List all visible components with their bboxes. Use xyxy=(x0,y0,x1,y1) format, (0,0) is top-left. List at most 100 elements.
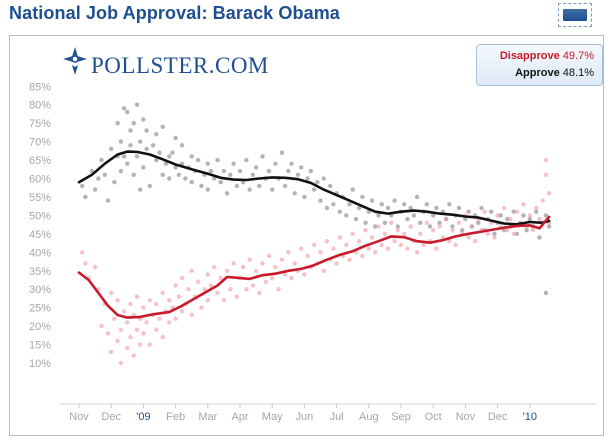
disapprove-poll-point xyxy=(118,327,124,332)
disapprove-poll-point xyxy=(80,250,85,255)
approve-poll-point xyxy=(328,183,333,189)
approve-poll-point xyxy=(141,165,146,170)
x-tick-label: Nov xyxy=(69,411,89,423)
approve-poll-point xyxy=(405,216,410,222)
approve-poll-point xyxy=(534,209,539,214)
disapprove-poll-point xyxy=(302,272,307,277)
approve-poll-point xyxy=(118,139,124,144)
approve-poll-point xyxy=(224,191,230,196)
disapprove-poll-point xyxy=(511,231,516,236)
y-tick-label: 45% xyxy=(29,229,51,241)
disapprove-poll-point xyxy=(289,275,294,281)
disapprove-poll-point xyxy=(176,294,181,299)
disapprove-poll-point xyxy=(437,224,442,229)
approve-poll-point xyxy=(546,224,552,229)
approve-poll-point xyxy=(363,220,368,225)
approve-poll-point xyxy=(118,168,124,174)
disapprove-poll-point xyxy=(199,305,204,310)
approve-poll-point xyxy=(189,154,194,159)
approve-poll-point xyxy=(318,198,323,203)
disapprove-poll-point xyxy=(379,242,384,248)
approve-poll-point xyxy=(170,150,175,155)
approve-poll-point xyxy=(527,216,532,222)
disapprove-poll-point xyxy=(324,239,330,244)
legend: Disapprove 49.7% Approve 48.1% xyxy=(476,44,603,86)
disapprove-poll-point xyxy=(134,327,140,332)
approve-poll-point xyxy=(231,161,236,166)
disapprove-poll-point xyxy=(189,268,194,273)
disapprove-poll-point xyxy=(418,231,423,236)
approve-poll-point xyxy=(260,154,265,159)
disapprove-poll-point xyxy=(250,283,256,288)
page-title: National Job Approval: Barack Obama xyxy=(9,3,340,23)
approve-poll-point xyxy=(460,228,465,233)
approve-poll-point xyxy=(447,202,452,207)
approve-poll-point xyxy=(134,154,140,159)
approve-poll-point xyxy=(466,209,471,214)
disapprove-poll-point xyxy=(266,253,272,259)
disapprove-poll-point xyxy=(105,331,111,336)
disapprove-poll-point xyxy=(173,283,178,288)
disapprove-poll-point xyxy=(244,287,249,292)
disapprove-poll-point xyxy=(321,268,326,273)
y-tick-label: 30% xyxy=(29,284,51,296)
y-tick-label: 70% xyxy=(29,137,51,149)
approve-poll-point xyxy=(266,168,272,174)
disapprove-poll-point xyxy=(202,287,207,292)
approve-poll-point xyxy=(321,176,326,181)
approve-poll-point xyxy=(96,176,101,181)
approve-poll-point xyxy=(144,128,149,133)
approve-poll-point xyxy=(385,205,391,211)
y-tick-label: 50% xyxy=(29,210,51,222)
approve-poll-point xyxy=(208,168,214,174)
approve-poll-point xyxy=(369,198,375,203)
disapprove-poll-point xyxy=(469,224,474,229)
disapprove-poll-point xyxy=(366,246,371,251)
approve-poll-point xyxy=(344,213,349,218)
disapprove-trend-line xyxy=(77,215,551,319)
disapprove-poll-point xyxy=(505,228,510,233)
y-tick-label: 20% xyxy=(29,321,51,333)
x-tick-label: Oct xyxy=(425,411,442,423)
disapprove-poll-point xyxy=(434,246,439,251)
disapprove-poll-point xyxy=(253,268,259,273)
x-tick-label: Jul xyxy=(330,411,344,423)
disapprove-poll-point xyxy=(154,327,159,332)
disapprove-poll-point xyxy=(92,264,98,270)
disapprove-poll-point xyxy=(534,205,539,211)
approve-poll-point xyxy=(414,194,420,200)
disapprove-poll-point xyxy=(205,272,210,277)
y-tick-label: 35% xyxy=(29,266,51,278)
approve-poll-point xyxy=(154,157,159,163)
disapprove-poll-point xyxy=(405,246,410,251)
disapprove-poll-point xyxy=(231,261,236,266)
approve-trend-line xyxy=(77,150,551,226)
disapprove-poll-point xyxy=(514,209,520,214)
legend-approve-label: Approve xyxy=(515,67,560,79)
disapprove-poll-point xyxy=(224,268,230,273)
disapprove-poll-point xyxy=(363,228,368,233)
approve-poll-point xyxy=(537,235,542,240)
disapprove-poll-point xyxy=(456,220,462,225)
approve-poll-point xyxy=(160,172,165,177)
approve-poll-point xyxy=(379,202,384,207)
approve-poll-point xyxy=(450,224,455,229)
x-tick-label: May xyxy=(262,411,283,423)
approve-poll-point xyxy=(395,224,400,229)
approve-poll-point xyxy=(167,154,172,159)
approve-poll-point xyxy=(289,161,294,166)
y-tick-label: 60% xyxy=(29,174,51,186)
disapprove-poll-point xyxy=(408,224,413,229)
expand-button[interactable] xyxy=(558,3,592,27)
approve-poll-point xyxy=(489,209,494,214)
disapprove-poll-point xyxy=(360,253,365,259)
approve-poll-point xyxy=(511,209,516,214)
approve-poll-point xyxy=(134,102,140,107)
approve-poll-point xyxy=(105,198,111,203)
approve-poll-point xyxy=(109,146,114,152)
approve-poll-point xyxy=(179,143,185,148)
disapprove-poll-point xyxy=(472,239,478,244)
approve-poll-point xyxy=(115,121,120,126)
disapprove-poll-point xyxy=(189,312,194,318)
disapprove-poll-point xyxy=(331,246,336,251)
